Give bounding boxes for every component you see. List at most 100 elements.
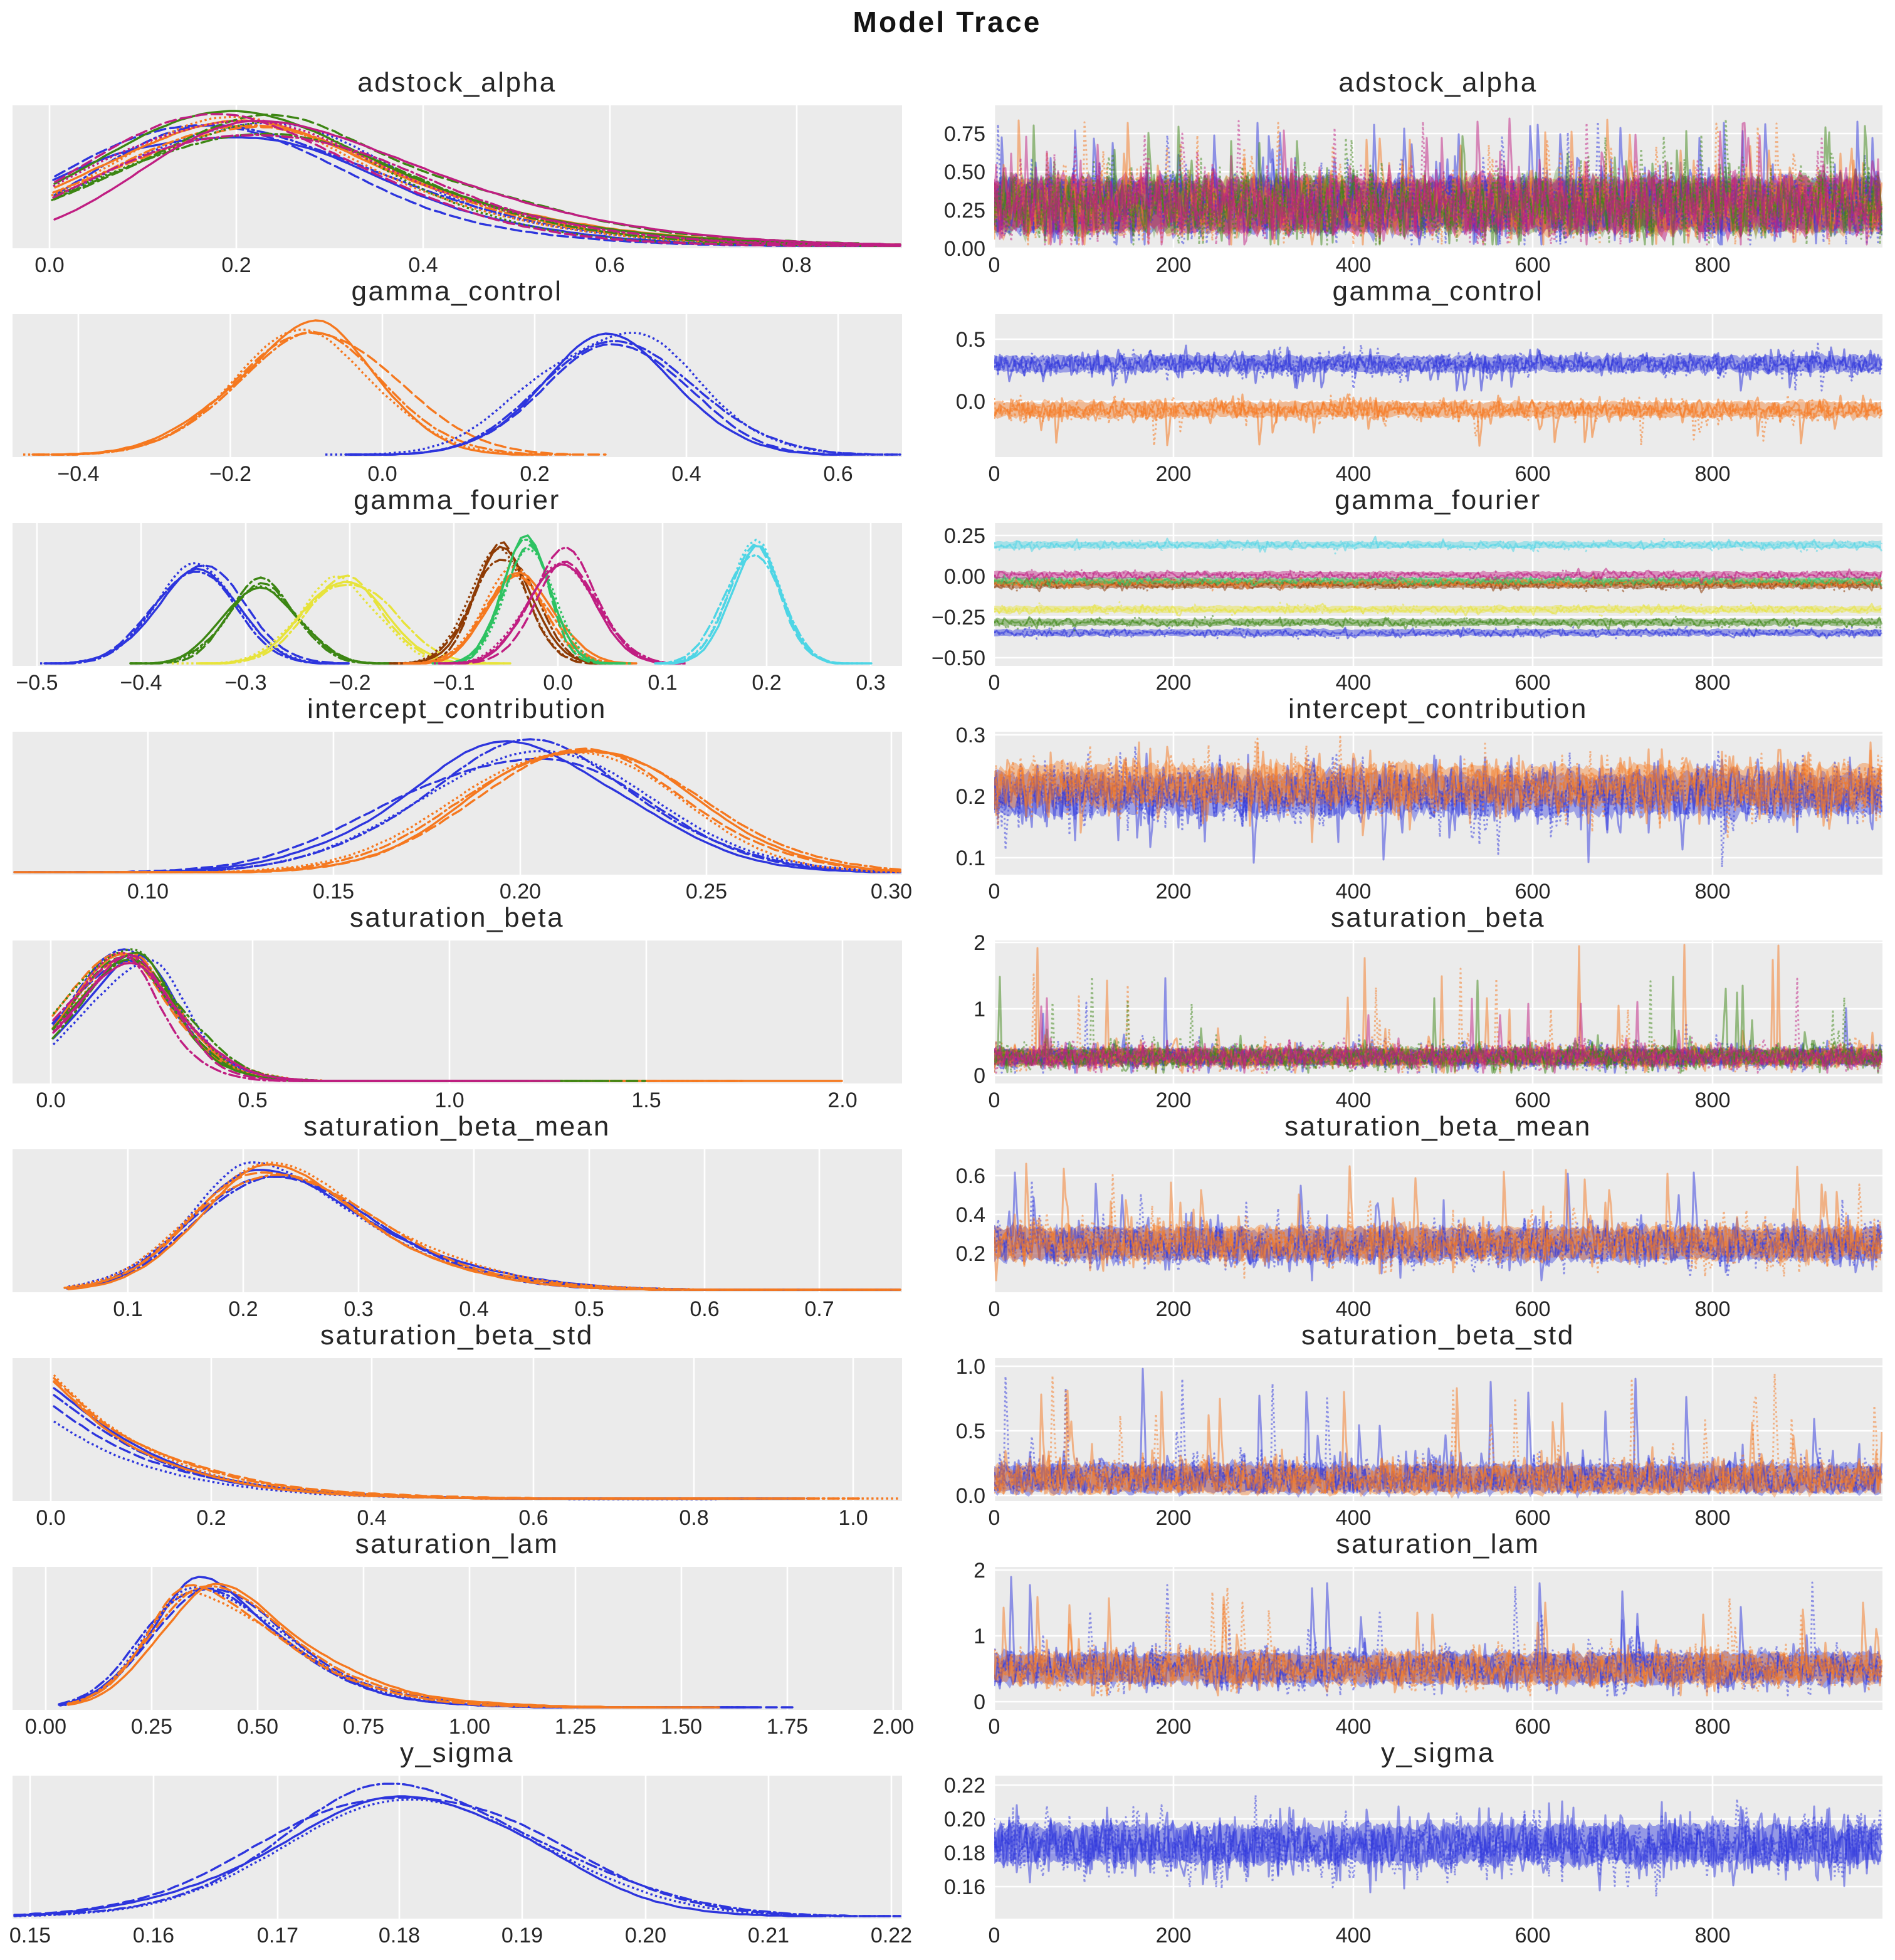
svg-text:0.00: 0.00 bbox=[25, 1715, 66, 1739]
svg-text:0.5: 0.5 bbox=[956, 1420, 985, 1443]
svg-text:200: 200 bbox=[1156, 1715, 1192, 1739]
svg-text:600: 600 bbox=[1515, 671, 1551, 695]
svg-text:0.22: 0.22 bbox=[944, 1774, 985, 1798]
svg-text:gamma_fourier: gamma_fourier bbox=[354, 485, 560, 515]
svg-text:adstock_alpha: adstock_alpha bbox=[1338, 67, 1538, 98]
svg-text:0.00: 0.00 bbox=[944, 237, 985, 261]
svg-text:0.30: 0.30 bbox=[871, 880, 912, 904]
svg-text:400: 400 bbox=[1336, 1715, 1372, 1739]
svg-text:1.50: 1.50 bbox=[661, 1715, 702, 1739]
svg-text:0.2: 0.2 bbox=[228, 1297, 258, 1321]
svg-text:400: 400 bbox=[1336, 880, 1372, 904]
svg-text:0.15: 0.15 bbox=[313, 880, 354, 904]
svg-text:0.25: 0.25 bbox=[944, 524, 985, 548]
svg-text:0.4: 0.4 bbox=[459, 1297, 488, 1321]
svg-text:400: 400 bbox=[1336, 671, 1372, 695]
svg-text:0: 0 bbox=[989, 1506, 1000, 1530]
svg-text:400: 400 bbox=[1336, 1297, 1372, 1321]
svg-text:1.25: 1.25 bbox=[555, 1715, 596, 1739]
svg-text:600: 600 bbox=[1515, 1506, 1551, 1530]
svg-text:2: 2 bbox=[974, 1559, 985, 1583]
svg-text:200: 200 bbox=[1156, 253, 1192, 277]
svg-text:1.0: 1.0 bbox=[434, 1088, 464, 1112]
svg-text:0.19: 0.19 bbox=[501, 1924, 543, 1947]
svg-text:600: 600 bbox=[1515, 462, 1551, 486]
svg-text:0.18: 0.18 bbox=[379, 1924, 420, 1947]
svg-text:1.5: 1.5 bbox=[631, 1088, 661, 1112]
svg-text:0.7: 0.7 bbox=[804, 1297, 834, 1321]
svg-text:800: 800 bbox=[1695, 880, 1731, 904]
svg-text:0.8: 0.8 bbox=[782, 253, 811, 277]
svg-text:0.3: 0.3 bbox=[344, 1297, 373, 1321]
svg-text:400: 400 bbox=[1336, 1088, 1372, 1112]
svg-text:0.20: 0.20 bbox=[944, 1808, 985, 1831]
svg-text:intercept_contribution: intercept_contribution bbox=[1288, 693, 1588, 724]
svg-text:0.10: 0.10 bbox=[127, 880, 169, 904]
svg-text:saturation_lam: saturation_lam bbox=[355, 1529, 559, 1559]
svg-text:saturation_beta_std: saturation_beta_std bbox=[320, 1320, 594, 1351]
svg-text:600: 600 bbox=[1515, 1715, 1551, 1739]
svg-text:0.75: 0.75 bbox=[343, 1715, 384, 1739]
svg-text:2.00: 2.00 bbox=[873, 1715, 914, 1739]
svg-text:−0.2: −0.2 bbox=[209, 462, 251, 486]
svg-text:0.20: 0.20 bbox=[500, 880, 541, 904]
svg-text:−0.3: −0.3 bbox=[224, 671, 266, 695]
svg-text:1.00: 1.00 bbox=[449, 1715, 490, 1739]
svg-text:adstock_alpha: adstock_alpha bbox=[357, 67, 557, 98]
svg-text:saturation_beta_mean: saturation_beta_mean bbox=[1284, 1111, 1592, 1142]
svg-text:−0.4: −0.4 bbox=[120, 671, 162, 695]
svg-text:800: 800 bbox=[1695, 1506, 1731, 1530]
svg-text:600: 600 bbox=[1515, 880, 1551, 904]
svg-text:0.20: 0.20 bbox=[625, 1924, 666, 1947]
svg-text:0.0: 0.0 bbox=[956, 1484, 985, 1508]
svg-text:0: 0 bbox=[989, 253, 1000, 277]
svg-text:400: 400 bbox=[1336, 253, 1372, 277]
svg-text:0.25: 0.25 bbox=[131, 1715, 172, 1739]
svg-text:200: 200 bbox=[1156, 1506, 1192, 1530]
svg-text:0.6: 0.6 bbox=[518, 1506, 548, 1530]
svg-text:intercept_contribution: intercept_contribution bbox=[307, 693, 607, 724]
svg-text:0.0: 0.0 bbox=[34, 253, 64, 277]
svg-text:1.0: 1.0 bbox=[956, 1355, 985, 1379]
svg-text:0.25: 0.25 bbox=[686, 880, 727, 904]
svg-text:200: 200 bbox=[1156, 880, 1192, 904]
svg-text:800: 800 bbox=[1695, 1297, 1731, 1321]
svg-text:−0.4: −0.4 bbox=[57, 462, 99, 486]
svg-text:0: 0 bbox=[989, 1924, 1000, 1947]
svg-text:0.8: 0.8 bbox=[679, 1506, 708, 1530]
svg-text:0.22: 0.22 bbox=[871, 1924, 912, 1947]
svg-text:−0.2: −0.2 bbox=[328, 671, 370, 695]
svg-text:0.6: 0.6 bbox=[690, 1297, 719, 1321]
svg-text:0.2: 0.2 bbox=[752, 671, 781, 695]
svg-text:800: 800 bbox=[1695, 253, 1731, 277]
svg-text:0.4: 0.4 bbox=[956, 1203, 985, 1227]
svg-text:400: 400 bbox=[1336, 1506, 1372, 1530]
svg-text:y_sigma: y_sigma bbox=[400, 1737, 514, 1768]
svg-text:1: 1 bbox=[974, 998, 985, 1021]
svg-text:400: 400 bbox=[1336, 462, 1372, 486]
svg-text:0.50: 0.50 bbox=[944, 161, 985, 184]
svg-text:0.2: 0.2 bbox=[196, 1506, 226, 1530]
svg-text:1.75: 1.75 bbox=[767, 1715, 808, 1739]
svg-text:gamma_control: gamma_control bbox=[351, 276, 562, 307]
svg-text:−0.5: −0.5 bbox=[16, 671, 58, 695]
svg-text:400: 400 bbox=[1336, 1924, 1372, 1947]
svg-text:0.1: 0.1 bbox=[648, 671, 677, 695]
svg-text:200: 200 bbox=[1156, 1924, 1192, 1947]
svg-text:0.3: 0.3 bbox=[856, 671, 885, 695]
svg-text:0.2: 0.2 bbox=[956, 785, 985, 809]
svg-text:saturation_beta_std: saturation_beta_std bbox=[1301, 1320, 1575, 1351]
svg-text:0.6: 0.6 bbox=[956, 1164, 985, 1188]
svg-text:0.16: 0.16 bbox=[944, 1875, 985, 1899]
svg-text:−0.25: −0.25 bbox=[932, 606, 985, 630]
svg-text:0.0: 0.0 bbox=[36, 1506, 65, 1530]
svg-text:2: 2 bbox=[974, 931, 985, 955]
svg-text:800: 800 bbox=[1695, 1088, 1731, 1112]
svg-text:1.0: 1.0 bbox=[838, 1506, 868, 1530]
svg-text:0.1: 0.1 bbox=[956, 846, 985, 870]
svg-text:1: 1 bbox=[974, 1625, 985, 1648]
svg-text:0: 0 bbox=[989, 880, 1000, 904]
svg-text:0.2: 0.2 bbox=[956, 1242, 985, 1266]
svg-text:800: 800 bbox=[1695, 1924, 1731, 1947]
svg-text:0: 0 bbox=[989, 671, 1000, 695]
